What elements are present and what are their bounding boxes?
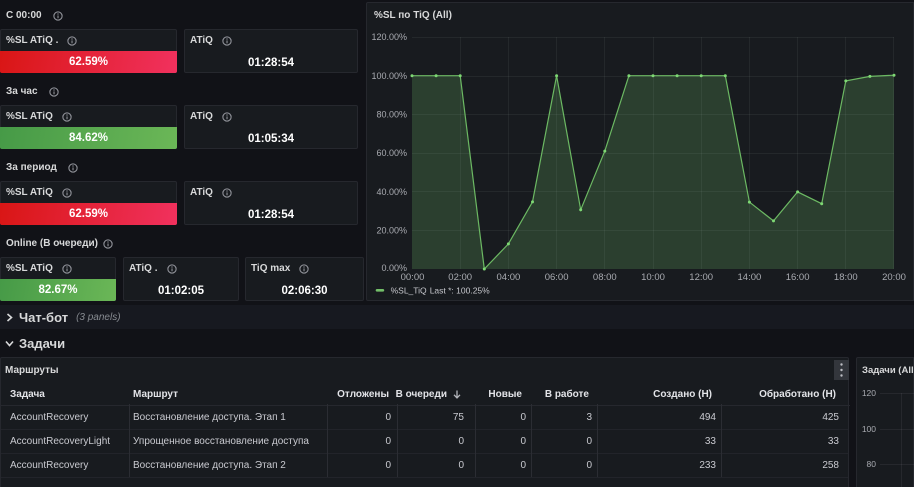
svg-text:80: 80 (867, 459, 877, 469)
svg-text:20:00: 20:00 (882, 272, 906, 283)
svg-text:100.00%: 100.00% (371, 71, 407, 81)
svg-text:18:00: 18:00 (834, 272, 858, 283)
svg-text:02:00: 02:00 (448, 272, 472, 283)
svg-text:Last *: 100.25%: Last *: 100.25% (430, 285, 490, 295)
svg-text:20.00%: 20.00% (376, 226, 407, 236)
svg-text:60.00%: 60.00% (376, 148, 407, 158)
svg-text:40.00%: 40.00% (376, 187, 407, 197)
svg-text:08:00: 08:00 (593, 272, 617, 283)
svg-text:120.00%: 120.00% (371, 32, 407, 42)
svg-text:04:00: 04:00 (497, 272, 521, 283)
svg-text:120: 120 (862, 388, 876, 398)
svg-text:80.00%: 80.00% (376, 110, 407, 120)
svg-text:100: 100 (862, 424, 876, 434)
svg-text:0.00%: 0.00% (381, 263, 407, 273)
svg-text:%SL_TiQ: %SL_TiQ (391, 285, 427, 295)
svg-text:10:00: 10:00 (641, 272, 665, 283)
svg-text:14:00: 14:00 (738, 272, 762, 283)
svg-text:00:00: 00:00 (401, 272, 425, 283)
svg-text:16:00: 16:00 (786, 272, 810, 283)
svg-text:06:00: 06:00 (545, 272, 569, 283)
svg-text:12:00: 12:00 (689, 272, 713, 283)
